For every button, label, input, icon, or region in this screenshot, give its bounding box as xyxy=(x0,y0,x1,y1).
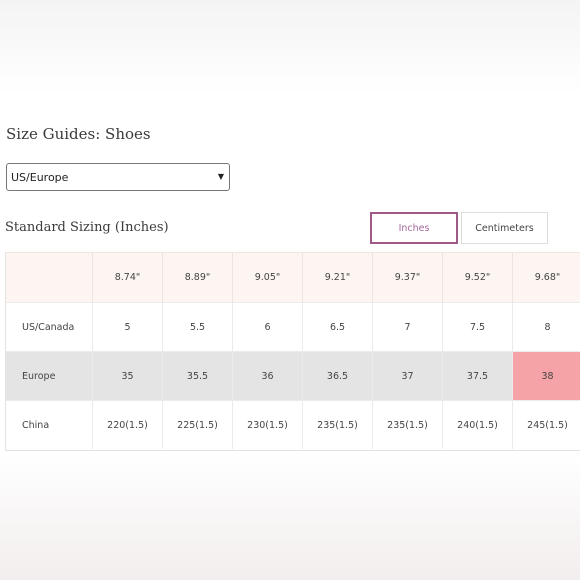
header-cell: 9.68" xyxy=(513,253,580,302)
header-cell: 9.21" xyxy=(303,253,373,302)
header-cell: 8.74" xyxy=(93,253,163,302)
header-cell: 9.52" xyxy=(443,253,513,302)
section-title: Standard Sizing (Inches) xyxy=(5,220,169,235)
table-row: US/Canada 5 5.5 6 6.5 7 7.5 8 xyxy=(6,302,580,351)
header-cell: 9.37" xyxy=(373,253,443,302)
page-title: Size Guides: Shoes xyxy=(6,125,151,143)
table-row: China 220(1.5) 225(1.5) 230(1.5) 235(1.5… xyxy=(6,400,580,449)
inches-button[interactable]: Inches xyxy=(370,212,458,244)
table-cell: 36.5 xyxy=(303,352,373,400)
table-cell: 35.5 xyxy=(163,352,233,400)
row-label-china: China xyxy=(6,401,93,449)
table-cell: 245(1.5) xyxy=(513,401,580,449)
table-cell: 235(1.5) xyxy=(303,401,373,449)
chevron-down-icon: ▼ xyxy=(217,172,224,181)
size-table: 8.74" 8.89" 9.05" 9.21" 9.37" 9.52" 9.68… xyxy=(5,252,580,451)
table-cell: 230(1.5) xyxy=(233,401,303,449)
table-cell: 37.5 xyxy=(443,352,513,400)
table-cell: 7.5 xyxy=(443,303,513,351)
table-cell-highlighted: 38 xyxy=(513,352,580,400)
header-cell xyxy=(6,253,93,302)
table-cell: 235(1.5) xyxy=(373,401,443,449)
row-label-us-canada: US/Canada xyxy=(6,303,93,351)
row-label-europe: Europe xyxy=(6,352,93,400)
table-cell: 36 xyxy=(233,352,303,400)
region-select-value: US/Europe xyxy=(11,171,69,184)
table-row: Europe 35 35.5 36 36.5 37 37.5 38 xyxy=(6,351,580,400)
centimeters-button[interactable]: Centimeters xyxy=(461,212,548,244)
table-cell: 240(1.5) xyxy=(443,401,513,449)
table-cell: 7 xyxy=(373,303,443,351)
table-cell: 35 xyxy=(93,352,163,400)
header-cell: 8.89" xyxy=(163,253,233,302)
table-cell: 6 xyxy=(233,303,303,351)
top-background xyxy=(0,0,580,95)
region-select[interactable]: US/Europe ▼ xyxy=(6,163,230,191)
header-cell: 9.05" xyxy=(233,253,303,302)
table-cell: 8 xyxy=(513,303,580,351)
table-cell: 220(1.5) xyxy=(93,401,163,449)
table-cell: 225(1.5) xyxy=(163,401,233,449)
table-header-row: 8.74" 8.89" 9.05" 9.21" 9.37" 9.52" 9.68… xyxy=(6,252,580,302)
table-cell: 5 xyxy=(93,303,163,351)
table-cell: 37 xyxy=(373,352,443,400)
table-cell: 6.5 xyxy=(303,303,373,351)
table-cell: 5.5 xyxy=(163,303,233,351)
bottom-background xyxy=(0,455,580,580)
